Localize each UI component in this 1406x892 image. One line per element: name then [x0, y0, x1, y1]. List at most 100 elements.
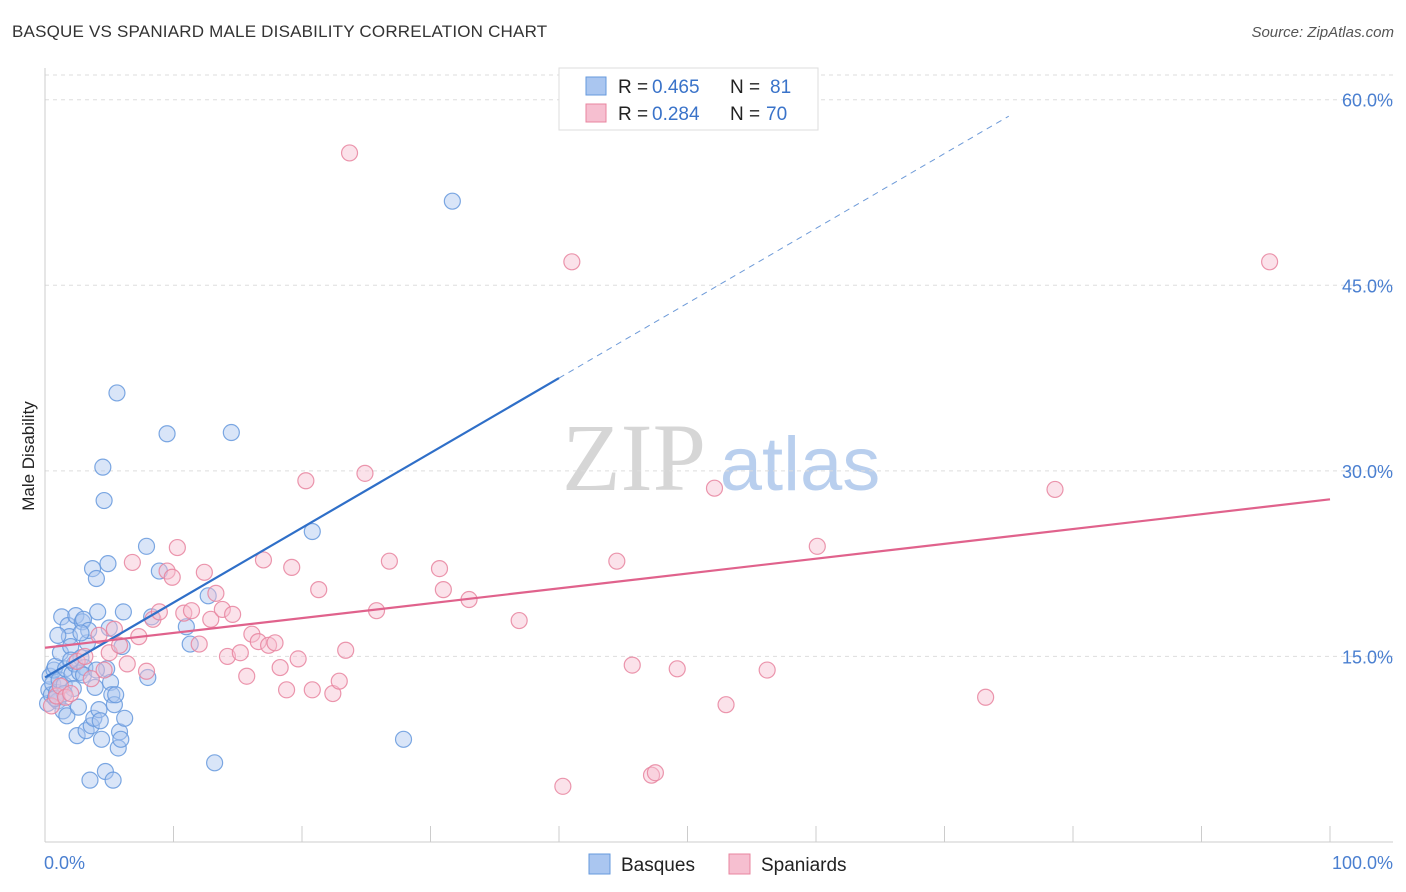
- point-spaniards-31: [231, 644, 249, 662]
- point-basques-43: [94, 458, 112, 476]
- point-basques-50: [103, 686, 121, 704]
- trendline-basques-extrapolated: [558, 115, 1010, 379]
- y-tick-label-60: 60.0%: [1342, 91, 1393, 111]
- point-basques-54: [108, 384, 126, 402]
- point-basques-47: [99, 555, 117, 573]
- point-spaniards-44: [310, 581, 328, 599]
- axis-layer: 15.0% 30.0% 45.0% 60.0%: [44, 68, 1393, 843]
- point-spaniards-1: [47, 687, 66, 705]
- point-spaniards-25: [195, 563, 213, 581]
- correlation-legend: R = 0.465 N = 81 R = 0.284 N = 70: [558, 67, 819, 131]
- legend-swatch-spaniards: [585, 103, 607, 123]
- watermark-zip: ZIP: [562, 404, 706, 511]
- y-tick-label-15: 15.0%: [1342, 647, 1393, 667]
- point-basques-30: [77, 722, 95, 740]
- point-spaniards-24: [190, 635, 208, 653]
- point-spaniards-61: [646, 764, 664, 782]
- bottom-legend-label-spaniards: Spaniards: [761, 855, 847, 876]
- y-tick-label-45: 45.0%: [1342, 276, 1393, 296]
- point-spaniards-37: [266, 634, 284, 652]
- point-spaniards-58: [608, 552, 626, 570]
- point-basques-74: [49, 626, 67, 645]
- point-basques-57: [112, 730, 130, 748]
- point-basques-39: [89, 603, 107, 621]
- point-spaniards-64: [717, 696, 735, 714]
- point-basques-70: [222, 423, 240, 442]
- legend-swatch-basques: [585, 76, 607, 96]
- point-spaniards-9: [95, 661, 113, 679]
- x-tick-label-max: 100.0%: [1332, 853, 1393, 873]
- trendline-basques: [44, 377, 560, 679]
- point-spaniards-69: [1261, 253, 1279, 271]
- point-spaniards-38: [271, 658, 289, 677]
- point-basques-72: [394, 730, 413, 748]
- point-spaniards-46: [330, 672, 348, 690]
- point-spaniards-59: [623, 656, 641, 674]
- point-spaniards-52: [430, 560, 449, 578]
- point-basques-60: [116, 709, 134, 727]
- trend-layer: [44, 115, 1331, 679]
- trendline-spaniards: [44, 498, 1331, 649]
- point-basques-62: [139, 668, 157, 687]
- point-basques-23: [68, 727, 86, 745]
- legend-r-value-basques: 0.465: [652, 77, 700, 98]
- point-basques-59: [114, 603, 132, 621]
- point-spaniards-42: [297, 472, 315, 490]
- point-basques-15: [58, 707, 76, 725]
- point-basques-53: [107, 686, 125, 704]
- watermark-atlas: atlas: [720, 422, 881, 507]
- point-spaniards-34: [249, 632, 267, 651]
- point-spaniards-20: [163, 568, 181, 586]
- point-spaniards-53: [434, 581, 452, 599]
- point-spaniards-30: [224, 605, 242, 623]
- point-spaniards-66: [808, 537, 826, 555]
- point-spaniards-47: [337, 641, 355, 659]
- point-basques-41: [91, 712, 109, 730]
- point-spaniards-35: [254, 551, 273, 569]
- point-spaniards-65: [758, 661, 776, 679]
- point-basques-35: [83, 560, 102, 578]
- point-spaniards-40: [283, 558, 301, 576]
- point-spaniards-8: [90, 626, 108, 645]
- point-spaniards-12: [110, 636, 129, 654]
- point-spaniards-56: [554, 777, 572, 795]
- point-spaniards-62: [668, 660, 686, 678]
- point-basques-51: [104, 771, 122, 789]
- point-spaniards-48: [340, 144, 359, 162]
- point-spaniards-16: [137, 662, 156, 680]
- source-credit: Source: ZipAtlas.com: [1251, 24, 1394, 41]
- points-layer: [38, 144, 1279, 795]
- point-spaniards-32: [238, 667, 256, 685]
- bottom-legend-label-basques: Basques: [621, 855, 695, 876]
- y-tick-label-30: 30.0%: [1342, 462, 1393, 482]
- legend-n-label-basques: N =: [730, 77, 760, 98]
- point-basques-24: [69, 698, 88, 716]
- point-spaniards-49: [356, 464, 374, 482]
- legend-n-value-basques: 81: [770, 77, 791, 98]
- point-basques-71: [303, 522, 321, 541]
- point-basques-44: [95, 491, 113, 510]
- point-spaniards-41: [289, 650, 307, 668]
- point-spaniards-29: [218, 647, 237, 666]
- chart-title: BASQUE VS SPANIARD MALE DISABILITY CORRE…: [12, 22, 548, 41]
- point-basques-80: [72, 624, 90, 642]
- point-spaniards-28: [213, 600, 231, 619]
- series-legend: Basques Spaniards: [588, 853, 847, 876]
- point-basques-73: [443, 192, 461, 210]
- legend-r-value-spaniards: 0.284: [652, 104, 700, 125]
- point-spaniards-39: [277, 681, 296, 699]
- point-spaniards-68: [1046, 480, 1064, 499]
- point-basques-11: [53, 608, 71, 626]
- legend-r-label-basques: R =: [618, 77, 648, 98]
- point-spaniards-23: [182, 602, 201, 620]
- point-spaniards-63: [705, 479, 724, 497]
- point-spaniards-13: [118, 655, 136, 673]
- point-spaniards-4: [62, 684, 80, 703]
- point-basques-33: [81, 771, 99, 789]
- point-basques-65: [158, 425, 176, 443]
- point-spaniards-55: [510, 611, 528, 630]
- point-basques-38: [87, 569, 106, 588]
- point-basques-37: [86, 678, 104, 696]
- point-spaniards-27: [207, 584, 225, 602]
